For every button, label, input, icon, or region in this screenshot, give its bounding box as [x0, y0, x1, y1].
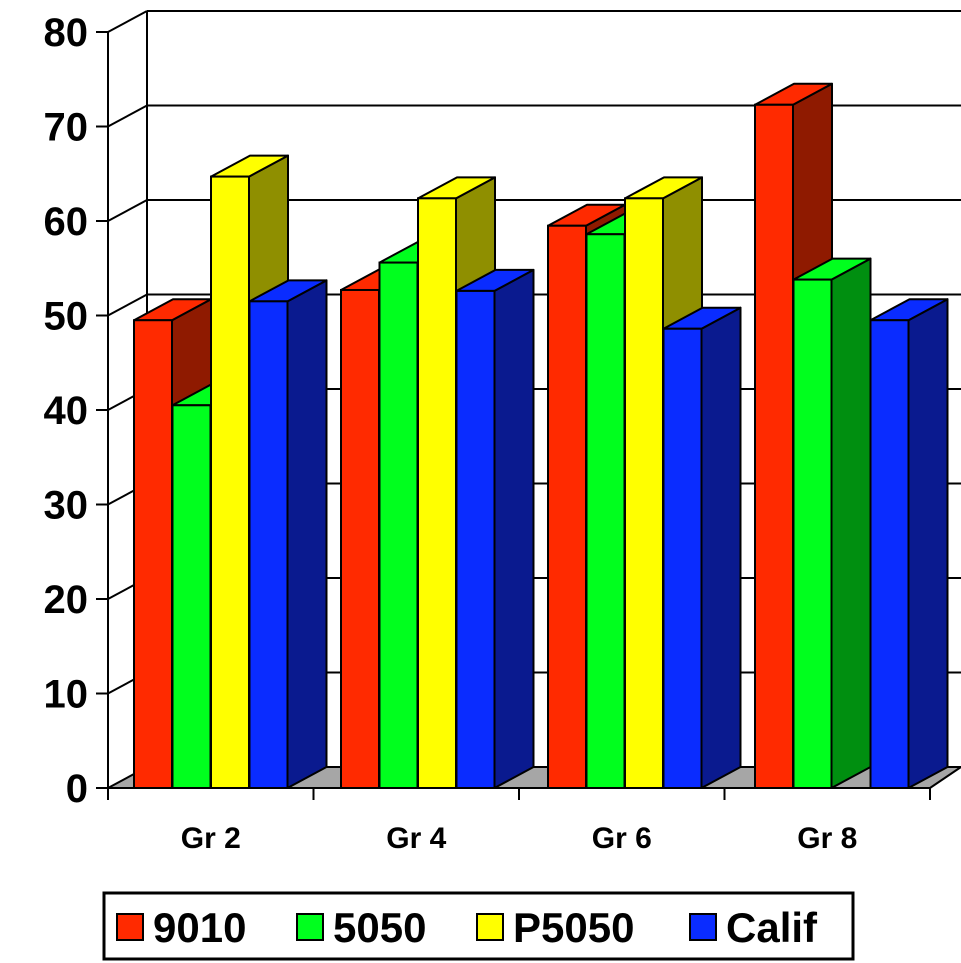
y-tick-label: 70 [44, 106, 89, 150]
bar-front [417, 197, 457, 789]
legend-label: P5050 [513, 904, 634, 951]
y-tick-label: 20 [44, 578, 89, 622]
bar [792, 257, 872, 789]
bar [455, 268, 535, 789]
bar-front [624, 197, 664, 789]
bar-front [248, 300, 289, 789]
legend-swatch [689, 913, 717, 941]
gridline-side [107, 199, 148, 222]
y-tick-label: 50 [44, 295, 89, 339]
legend: 9010 5050 P5050 Calif [102, 891, 855, 961]
gridline-side [107, 293, 148, 317]
bar-side [907, 298, 949, 789]
legend-label: Calif [726, 904, 818, 951]
legend-item: 5050 [296, 904, 426, 951]
x-tick-label: Gr 8 [797, 822, 857, 855]
bar-front [455, 289, 496, 789]
y-tick-label: 40 [44, 389, 89, 433]
x-tick-label: Gr 2 [181, 822, 241, 855]
bar-side [700, 306, 742, 789]
y-tick-label: 0 [66, 767, 88, 811]
legend-item: P5050 [476, 904, 634, 951]
bar-side [286, 279, 328, 789]
y-tick-label: 10 [44, 673, 89, 717]
bar-front [547, 224, 587, 790]
y-tick-label: 80 [44, 11, 89, 55]
x-tick-label: Gr 4 [386, 822, 446, 855]
x-tick-label: Gr 6 [592, 822, 652, 855]
bar [248, 279, 328, 789]
bar-front [792, 278, 833, 789]
bar-front [378, 261, 419, 789]
gridline-side [107, 10, 148, 33]
bar [662, 306, 742, 789]
bar-side [830, 257, 872, 789]
y-tick-label: 60 [44, 200, 89, 244]
gridline-side [107, 104, 148, 128]
legend-swatch [476, 913, 504, 941]
y-tick-label: 30 [44, 484, 89, 528]
bar-front [754, 103, 794, 789]
bar-front [662, 327, 703, 789]
bar-front [585, 233, 626, 790]
legend-label: 9010 [153, 904, 246, 951]
bar-front [133, 319, 173, 789]
bar-front [869, 319, 910, 789]
bar-front [171, 404, 212, 789]
legend-swatch [116, 913, 144, 941]
bar-front [210, 175, 250, 789]
legend-item: Calif [689, 904, 818, 951]
legend-item: 9010 [116, 904, 246, 951]
bar-front [340, 288, 380, 789]
legend-label: 5050 [333, 904, 426, 951]
bar [869, 298, 949, 789]
bar-side [493, 268, 535, 789]
legend-swatch [296, 913, 324, 941]
